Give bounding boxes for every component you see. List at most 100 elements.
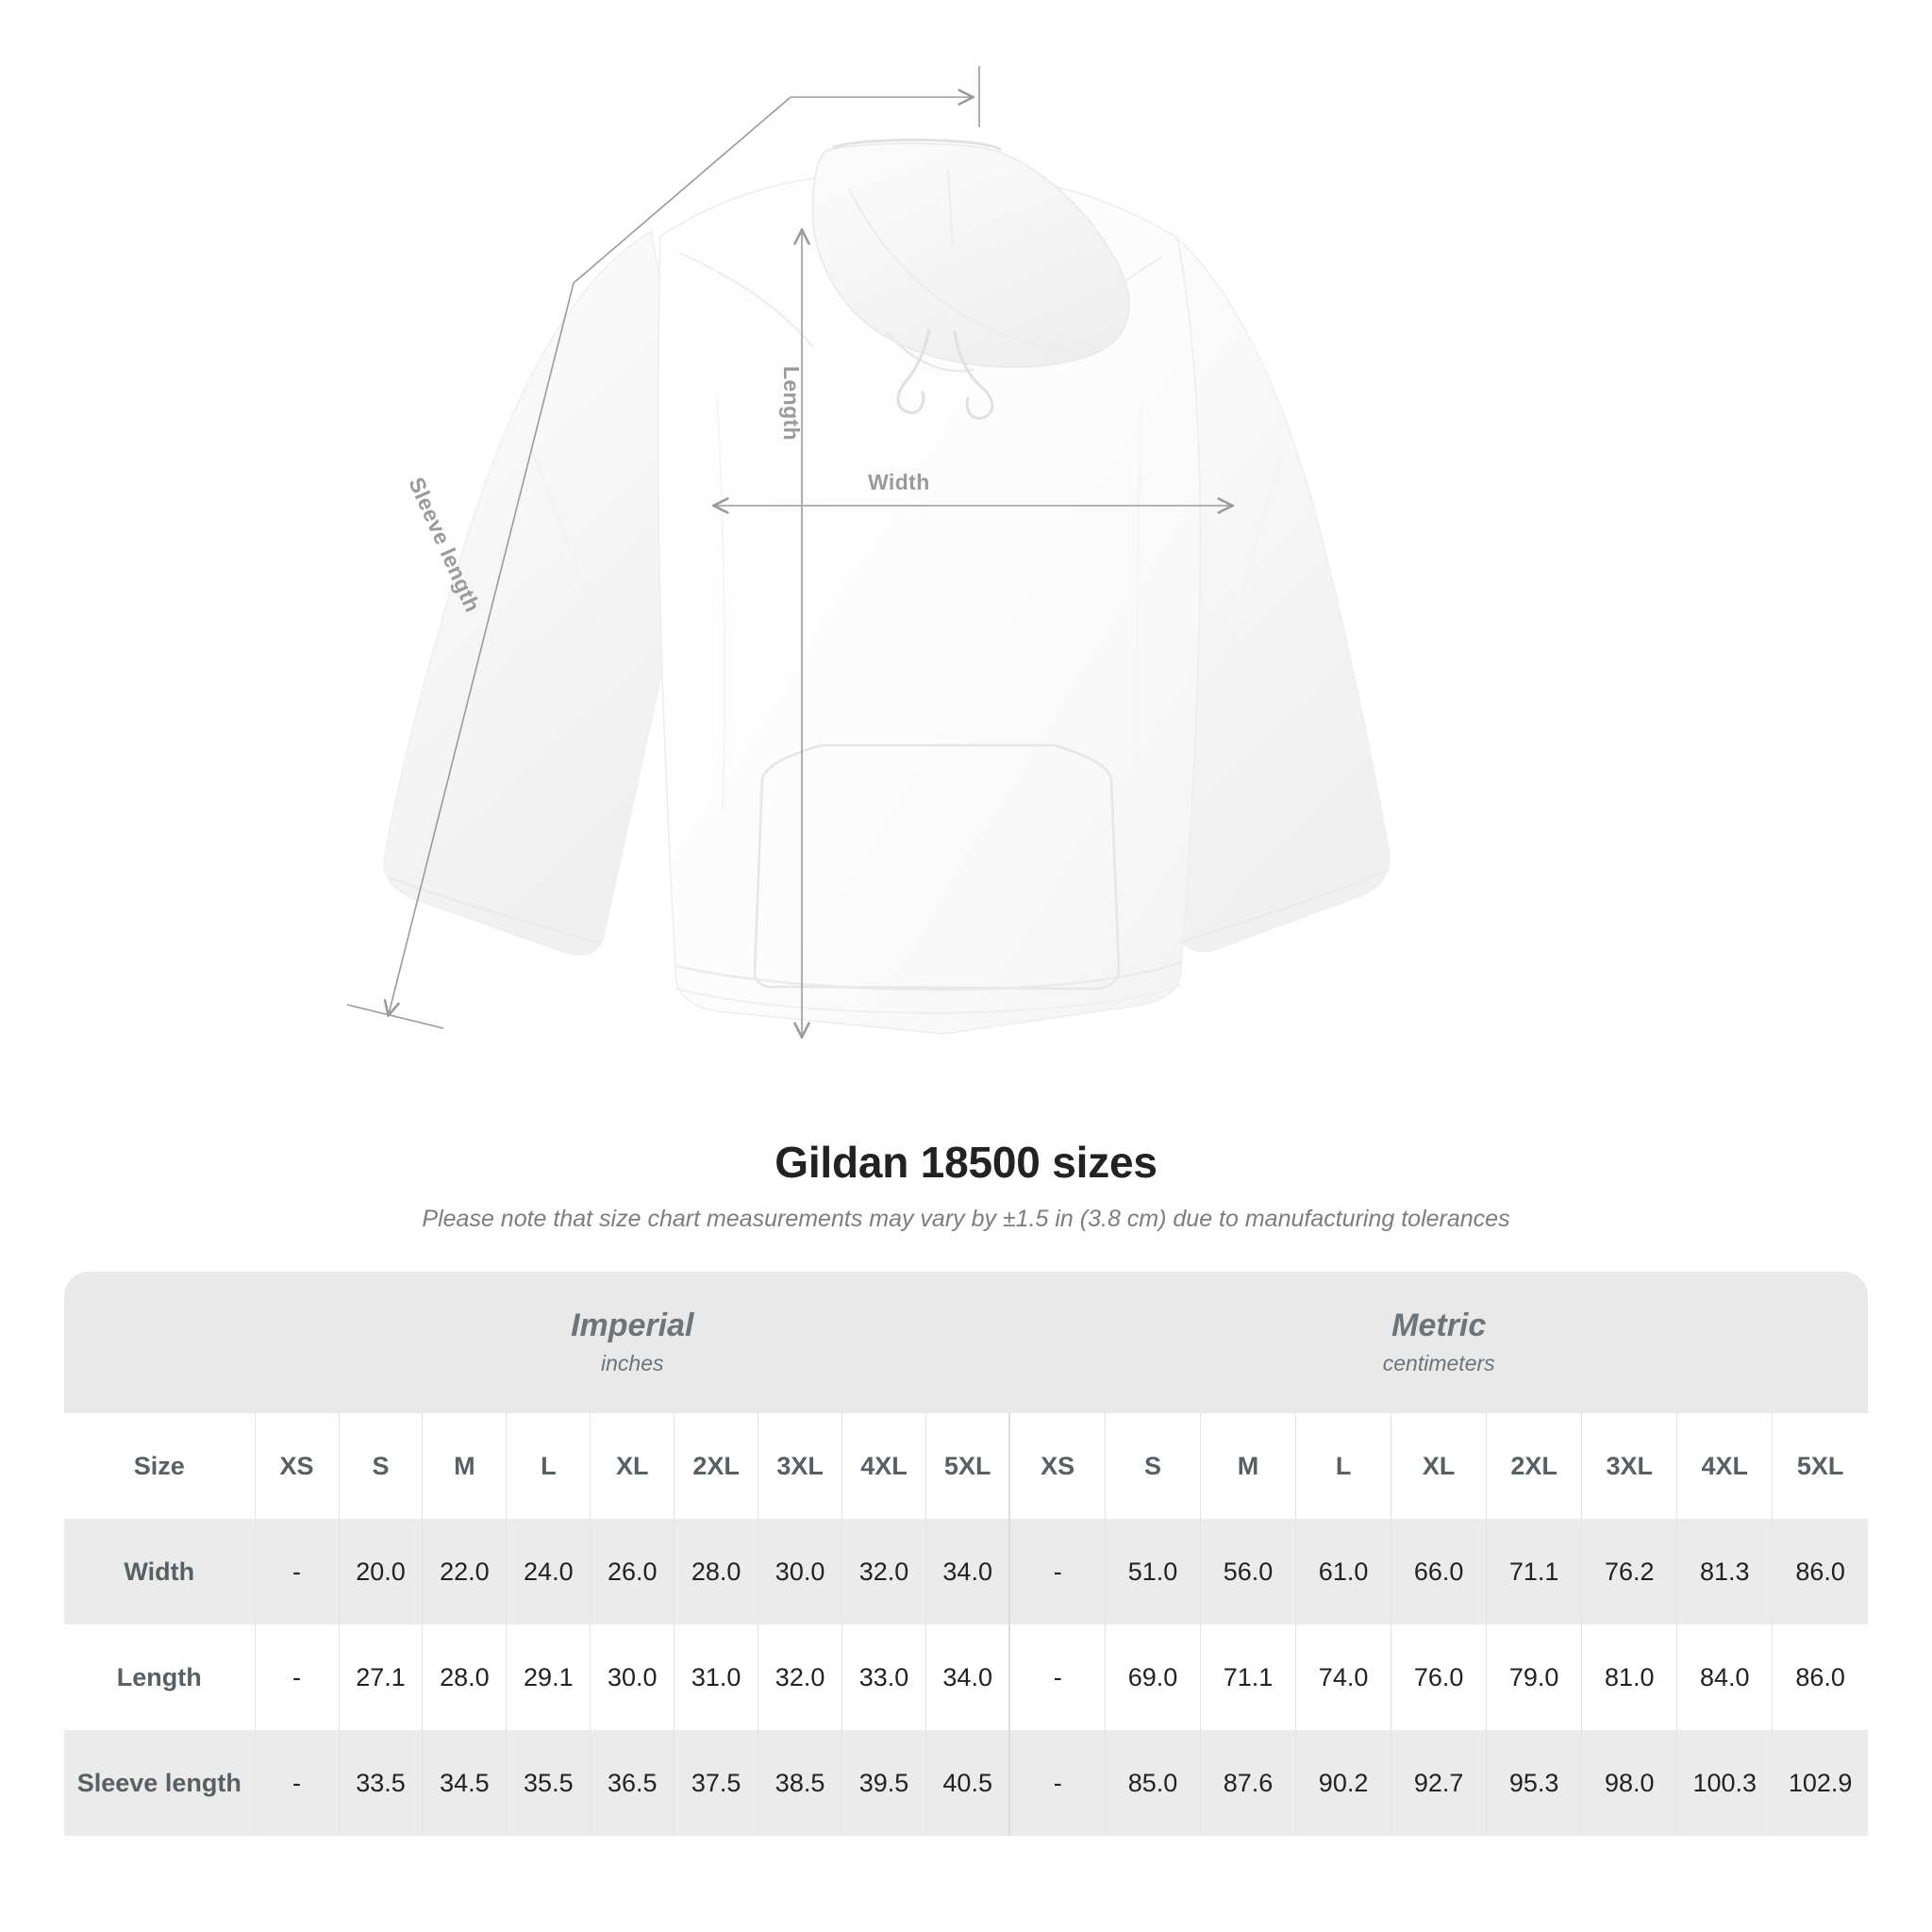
unit-group-metric: Metric centimeters <box>1009 1272 1868 1413</box>
cell-sleeve-metric-l: 90.2 <box>1295 1730 1391 1836</box>
unit-group-metric-unit: centimeters <box>1382 1351 1495 1376</box>
row-label-sleeve-length: Sleeve length <box>64 1730 256 1836</box>
unit-group-metric-name: Metric <box>1391 1307 1487 1343</box>
cell-width-metric-l: 61.0 <box>1295 1519 1391 1624</box>
size-header-row: Size XS S M L XL 2XL 3XL 4XL 5XL XS S M … <box>64 1413 1868 1519</box>
cell-width-metric-s: 51.0 <box>1104 1519 1201 1624</box>
cell-length-imperial-s: 27.1 <box>338 1624 423 1730</box>
cell-width-metric-2xl: 71.1 <box>1486 1519 1582 1624</box>
cell-sleeve-imperial-xl: 36.5 <box>590 1730 675 1836</box>
sleeve-bottom-tick <box>346 1004 444 1029</box>
table-row: Width - 20.0 22.0 24.0 26.0 28.0 30.0 32… <box>64 1519 1868 1624</box>
cell-sleeve-metric-2xl: 95.3 <box>1486 1730 1582 1836</box>
size-header-imperial-xs: XS <box>254 1413 340 1519</box>
cell-length-imperial-2xl: 31.0 <box>674 1624 758 1730</box>
cell-sleeve-metric-xs: - <box>1008 1730 1106 1836</box>
cell-width-imperial-5xl: 34.0 <box>924 1519 1010 1624</box>
cell-sleeve-imperial-xs: - <box>254 1730 340 1836</box>
size-header-imperial-2xl: 2XL <box>674 1413 758 1519</box>
table-row: Sleeve length - 33.5 34.5 35.5 36.5 37.5… <box>64 1730 1868 1836</box>
size-header-metric-l: L <box>1295 1413 1391 1519</box>
cell-width-metric-4xl: 81.3 <box>1676 1519 1773 1624</box>
cell-length-metric-s: 69.0 <box>1104 1624 1201 1730</box>
size-header-imperial-4xl: 4XL <box>841 1413 926 1519</box>
size-header-imperial-xl: XL <box>590 1413 675 1519</box>
cell-sleeve-imperial-m: 34.5 <box>422 1730 507 1836</box>
size-header-imperial-3xl: 3XL <box>758 1413 842 1519</box>
cell-length-imperial-xl: 30.0 <box>590 1624 675 1730</box>
size-header-label: Size <box>64 1413 256 1519</box>
size-header-metric-4xl: 4XL <box>1676 1413 1773 1519</box>
cell-length-imperial-m: 28.0 <box>422 1624 507 1730</box>
cell-width-imperial-4xl: 32.0 <box>841 1519 926 1624</box>
cell-length-metric-3xl: 81.0 <box>1581 1624 1677 1730</box>
cell-width-imperial-m: 22.0 <box>422 1519 507 1624</box>
unit-group-imperial-unit: inches <box>601 1351 664 1376</box>
cell-width-metric-m: 56.0 <box>1200 1519 1296 1624</box>
cell-sleeve-metric-3xl: 98.0 <box>1581 1730 1677 1836</box>
length-dimension-label: Length <box>779 366 804 441</box>
cell-sleeve-metric-m: 87.6 <box>1200 1730 1296 1836</box>
cell-sleeve-metric-4xl: 100.3 <box>1676 1730 1773 1836</box>
cell-width-imperial-3xl: 30.0 <box>758 1519 842 1624</box>
cell-length-metric-4xl: 84.0 <box>1676 1624 1773 1730</box>
cell-length-metric-xl: 76.0 <box>1391 1624 1487 1730</box>
cell-width-metric-3xl: 76.2 <box>1581 1519 1677 1624</box>
unit-group-row: Imperial inches Metric centimeters <box>64 1272 1868 1413</box>
hoodie-drawing <box>346 66 1391 1118</box>
width-dimension-label: Width <box>868 470 930 494</box>
cell-width-imperial-xl: 26.0 <box>590 1519 675 1624</box>
size-header-imperial-5xl: 5XL <box>924 1413 1010 1519</box>
cell-length-imperial-5xl: 34.0 <box>924 1624 1010 1730</box>
cell-width-metric-xs: - <box>1008 1519 1106 1624</box>
unit-group-imperial-name: Imperial <box>571 1307 694 1343</box>
unit-spacer-cell <box>64 1272 256 1413</box>
cell-length-imperial-3xl: 32.0 <box>758 1624 842 1730</box>
cell-width-imperial-xs: - <box>254 1519 340 1624</box>
size-header-metric-xs: XS <box>1008 1413 1106 1519</box>
size-header-imperial-m: M <box>422 1413 507 1519</box>
size-header-metric-3xl: 3XL <box>1581 1413 1677 1519</box>
cell-sleeve-imperial-l: 35.5 <box>506 1730 591 1836</box>
sleeve-length-arrow <box>389 282 575 1014</box>
cell-length-metric-m: 71.1 <box>1200 1624 1296 1730</box>
hoodie-body-shape <box>383 138 1391 1035</box>
sleeve-leader-elbow <box>573 96 791 284</box>
table-row: Length - 27.1 28.0 29.1 30.0 31.0 32.0 3… <box>64 1624 1868 1730</box>
size-header-imperial-s: S <box>338 1413 423 1519</box>
cell-width-metric-5xl: 86.0 <box>1772 1519 1868 1624</box>
cell-sleeve-imperial-s: 33.5 <box>338 1730 423 1836</box>
size-table-container: Imperial inches Metric centimeters Size … <box>64 1272 1868 1836</box>
measurement-guides <box>346 66 1231 1036</box>
row-label-length: Length <box>64 1624 256 1730</box>
cell-sleeve-imperial-5xl: 40.5 <box>924 1730 1010 1836</box>
cell-sleeve-metric-5xl: 102.9 <box>1772 1730 1868 1836</box>
size-table: Imperial inches Metric centimeters Size … <box>64 1272 1868 1836</box>
tolerance-note: Please note that size chart measurements… <box>422 1206 1510 1232</box>
cell-width-imperial-2xl: 28.0 <box>674 1519 758 1624</box>
page-title: Gildan 18500 sizes <box>774 1138 1158 1187</box>
cell-length-metric-2xl: 79.0 <box>1486 1624 1582 1730</box>
cell-length-imperial-xs: - <box>254 1624 340 1730</box>
cell-sleeve-metric-s: 85.0 <box>1104 1730 1201 1836</box>
size-header-metric-xl: XL <box>1391 1413 1487 1519</box>
size-header-imperial-l: L <box>506 1413 591 1519</box>
cell-sleeve-imperial-3xl: 38.5 <box>758 1730 842 1836</box>
cell-length-metric-l: 74.0 <box>1295 1624 1391 1730</box>
size-header-metric-s: S <box>1104 1413 1201 1519</box>
cell-width-imperial-l: 24.0 <box>506 1519 591 1624</box>
cell-width-imperial-s: 20.0 <box>338 1519 423 1624</box>
cell-sleeve-metric-xl: 92.7 <box>1391 1730 1487 1836</box>
cell-width-metric-xl: 66.0 <box>1391 1519 1487 1624</box>
cell-length-imperial-4xl: 33.0 <box>841 1624 926 1730</box>
cell-length-metric-5xl: 86.0 <box>1772 1624 1868 1730</box>
unit-group-imperial: Imperial inches <box>255 1272 1010 1413</box>
cell-sleeve-imperial-4xl: 39.5 <box>841 1730 926 1836</box>
garment-illustration: Length Width Sleeve length <box>346 66 1391 1118</box>
size-header-metric-m: M <box>1200 1413 1296 1519</box>
row-label-width: Width <box>64 1519 256 1624</box>
cell-length-metric-xs: - <box>1008 1624 1106 1730</box>
size-header-metric-2xl: 2XL <box>1486 1413 1582 1519</box>
size-header-metric-5xl: 5XL <box>1772 1413 1868 1519</box>
